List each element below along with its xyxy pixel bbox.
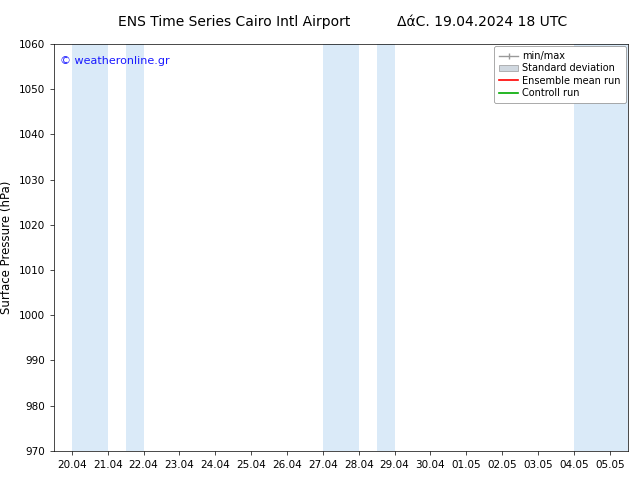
- Bar: [574, 44, 628, 451]
- Bar: [377, 44, 394, 451]
- Legend: min/max, Standard deviation, Ensemble mean run, Controll run: min/max, Standard deviation, Ensemble me…: [494, 46, 626, 103]
- Text: © weatheronline.gr: © weatheronline.gr: [60, 56, 169, 66]
- Y-axis label: Surface Pressure (hPa): Surface Pressure (hPa): [0, 181, 13, 314]
- Bar: [126, 44, 143, 451]
- Text: ΔάϹ. 19.04.2024 18 UTC: ΔάϹ. 19.04.2024 18 UTC: [397, 15, 567, 29]
- Bar: [72, 44, 108, 451]
- Text: ENS Time Series Cairo Intl Airport: ENS Time Series Cairo Intl Airport: [119, 15, 351, 29]
- Bar: [323, 44, 359, 451]
